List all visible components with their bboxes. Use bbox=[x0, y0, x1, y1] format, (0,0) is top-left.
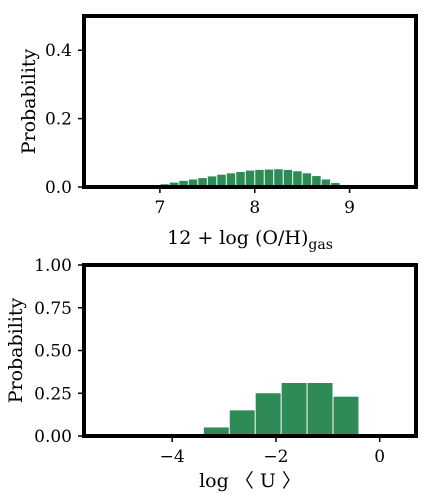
histogram-bar bbox=[255, 393, 281, 436]
histogram-bar bbox=[283, 169, 293, 187]
x-tick-label: −4 bbox=[160, 447, 185, 467]
y-axis-label: Probability bbox=[18, 48, 40, 154]
histogram-bar bbox=[245, 170, 255, 187]
histogram-bar bbox=[207, 176, 217, 187]
x-tick-label: 9 bbox=[344, 198, 355, 218]
histogram-bar bbox=[217, 174, 226, 187]
y-axis-label: Probability bbox=[5, 297, 27, 403]
histogram-bar bbox=[188, 179, 198, 187]
histogram-bar bbox=[333, 396, 359, 436]
plot-frame bbox=[82, 14, 418, 189]
histogram-bar bbox=[312, 176, 321, 187]
histogram-bar bbox=[281, 382, 307, 436]
y-tick-label: 0.25 bbox=[34, 384, 72, 404]
y-tick-label: 0.50 bbox=[34, 342, 72, 362]
y-tick-label: 0.2 bbox=[45, 110, 72, 130]
y-tick-label: 0.75 bbox=[34, 299, 72, 319]
x-tick-label: −2 bbox=[263, 447, 288, 467]
x-axis-label: 12 + log (O/H)gas bbox=[167, 227, 333, 253]
y-tick-label: 0.4 bbox=[45, 41, 72, 61]
histogram-bar bbox=[331, 182, 340, 187]
x-tick-label: 7 bbox=[154, 198, 165, 218]
histogram-bar bbox=[169, 182, 179, 187]
histogram-bar bbox=[307, 382, 333, 436]
y-tick-label: 0.00 bbox=[34, 427, 72, 447]
histogram-bar bbox=[179, 180, 188, 187]
y-tick-label: 1.00 bbox=[34, 256, 72, 276]
histogram-bar bbox=[255, 169, 264, 187]
histogram-bar bbox=[302, 173, 312, 187]
histogram-bar bbox=[293, 171, 302, 187]
x-tick-label: 0 bbox=[374, 447, 385, 467]
histogram-bar bbox=[321, 179, 331, 187]
histogram-bar bbox=[274, 169, 283, 187]
histogram-bar bbox=[203, 427, 229, 436]
histogram-bar bbox=[236, 171, 245, 187]
x-axis-label-subscript: gas bbox=[308, 237, 333, 253]
histogram-bar bbox=[226, 173, 236, 187]
y-tick-label: 0.0 bbox=[45, 178, 72, 198]
x-tick-label: 8 bbox=[249, 198, 260, 218]
chart-panel-ionization: −4 −2 0 0.00 0.25 0.50 0.75 1.00 Probability log … bbox=[5, 256, 418, 492]
histogram-bar bbox=[198, 178, 207, 187]
x-axis-label: log 〈 U 〉 bbox=[199, 470, 301, 492]
histogram-bar bbox=[229, 410, 255, 436]
histogram-bar bbox=[264, 169, 274, 187]
